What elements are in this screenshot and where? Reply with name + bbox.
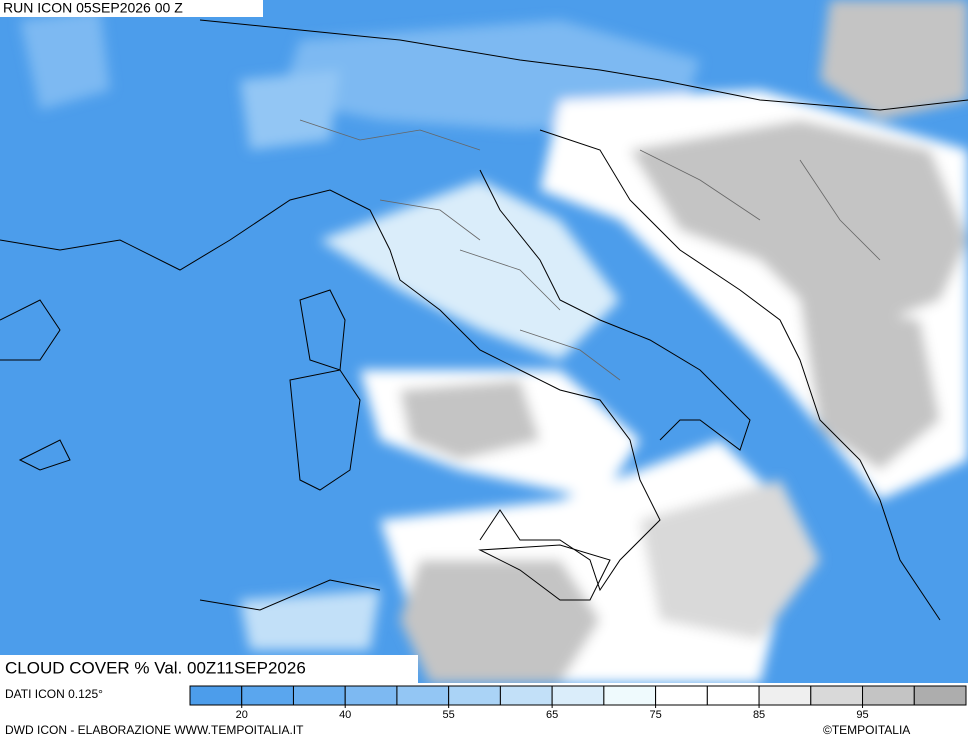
legend-swatch [810,685,864,706]
legend-swatch [344,685,398,706]
island [18,439,71,471]
legend-swatch [913,685,967,706]
legend-tick-label: 40 [339,709,351,721]
legend-swatch [603,685,657,706]
credits: DWD ICON - ELABORAZIONE WWW.TEMPOITALIA.… [5,723,304,737]
legend-swatch [448,685,501,706]
legend-swatch [655,685,708,706]
legend-swatch [189,685,243,706]
island [478,544,611,601]
coastlines [0,19,968,621]
border [199,19,968,111]
legend-tick-label: 95 [856,709,868,721]
legend-tick-label: 75 [649,709,661,721]
copyright: ©TEMPOITALIA [823,723,910,737]
coastline [199,579,381,611]
island [299,289,346,371]
legend-swatch [499,685,553,706]
coastline [0,299,61,361]
legend-swatch [396,685,450,706]
legend-swatch [551,685,605,706]
regional-borders [299,119,881,381]
island [289,369,361,491]
data-source: DATI ICON 0.125° [5,687,103,701]
coastline [539,129,941,621]
legend-tick-label: 65 [546,709,558,721]
map-title: CLOUD COVER % Val. 00Z11SEP2026 [5,658,306,677]
coastline [0,189,661,592]
color-legend: 20 40 55 65 75 85 95 [189,685,967,721]
coastline [479,169,751,451]
map-area [0,0,968,683]
legend-swatch [758,685,812,706]
title-box [0,655,418,683]
legend-swatch [862,685,915,706]
legend-tick-label: 20 [236,709,248,721]
legend-swatch [706,685,760,706]
legend-tick-label: 55 [443,709,455,721]
run-label-box [0,0,263,17]
legend-tick-label: 85 [753,709,765,721]
cloud-field [20,0,968,683]
legend-swatch [292,685,346,706]
legend-swatch [241,685,294,706]
run-label: RUN ICON 05SEP2026 00 Z [3,0,183,16]
